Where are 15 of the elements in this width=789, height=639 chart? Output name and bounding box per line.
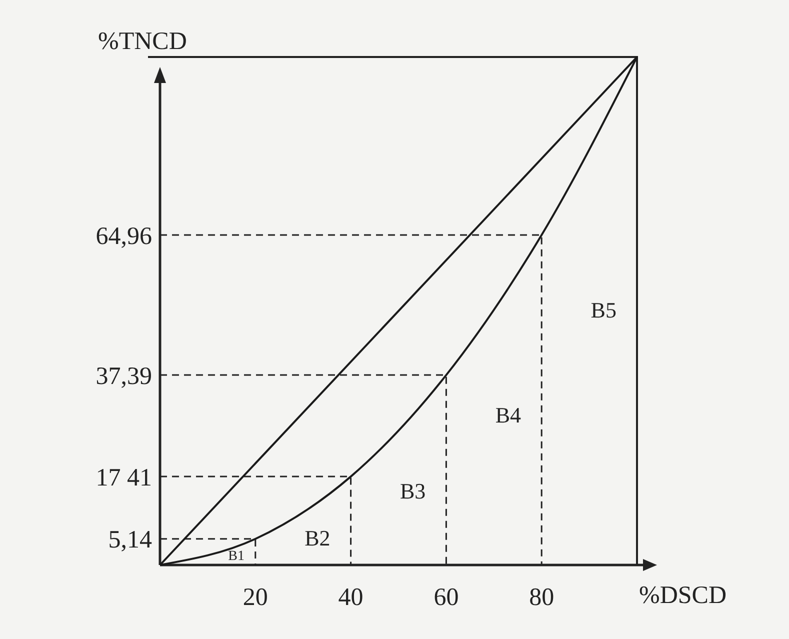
x-tick-label: 40 <box>338 584 364 611</box>
y-axis-title: %TNCD <box>98 28 187 55</box>
annotation: B4 <box>495 402 522 428</box>
annotation: B3 <box>400 478 426 504</box>
x-axis-title: %DSCD <box>639 582 727 609</box>
y-tick-label: 17 41 <box>96 464 152 492</box>
annotation: B1 <box>228 549 244 564</box>
x-tick-label: 80 <box>529 584 554 611</box>
annotation: B5 <box>590 298 616 322</box>
y-tick-label: 37,39 <box>96 362 152 390</box>
x-tick-label: 60 <box>434 584 459 611</box>
annotation: B2 <box>304 525 330 550</box>
x-tick-label: 20 <box>242 584 268 611</box>
y-tick-label: 5,14 <box>108 526 152 554</box>
y-tick-label: 64,96 <box>96 222 152 250</box>
